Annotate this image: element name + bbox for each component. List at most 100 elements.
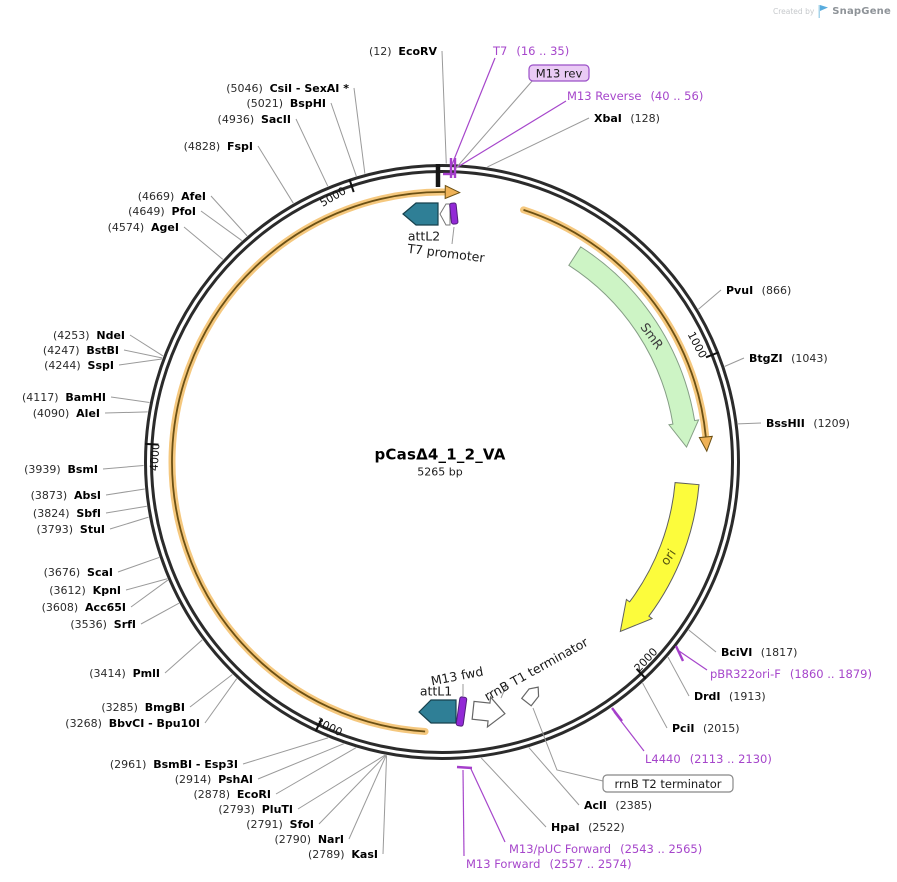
enzyme-label-agei[interactable]: (4574) AgeI — [108, 221, 179, 234]
enzyme-label-fspi[interactable]: (4828) FspI — [184, 140, 253, 153]
rrnb-t2-terminator-arrow[interactable] — [520, 683, 543, 707]
boxed-label-rrnb-t2-terminator[interactable]: rrnB T2 terminator — [615, 777, 722, 791]
enzyme-label-acli[interactable]: AclI (2385) — [584, 799, 652, 812]
enzyme-label-bsshii[interactable]: BssHII (1209) — [766, 417, 850, 430]
primer-label-m13-reverse[interactable]: M13 Reverse (40 .. 56) — [567, 89, 703, 103]
enzyme-label-absi[interactable]: (3873) AbsI — [31, 489, 101, 502]
feature-label-attl1[interactable]: attL1 — [420, 684, 452, 699]
enzyme-label-afei[interactable]: (4669) AfeI — [138, 190, 206, 203]
feature-label-t7-promoter[interactable]: T7 promoter — [406, 241, 487, 266]
leader-ecorv — [441, 50, 447, 164]
enzyme-label-sbfi[interactable]: (3824) SbfI — [33, 507, 101, 520]
enzyme-label-bsmi[interactable]: (3939) BsmI — [24, 463, 98, 476]
enzyme-label-bcivi[interactable]: BciVI (1817) — [721, 646, 797, 659]
enzyme-label-ecorv[interactable]: (12) EcoRV — [369, 45, 437, 58]
rrnb-t1-terminator-arrow[interactable] — [471, 695, 507, 729]
leader-bbvci-bpu10i — [204, 678, 238, 724]
feature-label-attl2[interactable]: attL2 — [408, 229, 440, 244]
t7-promoter-arrow[interactable] — [439, 203, 451, 226]
leader-kasi — [382, 755, 388, 855]
primer-tick-l4440 — [611, 707, 623, 722]
enzyme-label-stui[interactable]: (3793) StuI — [36, 523, 105, 536]
leader-bcivi — [688, 629, 717, 653]
enzyme-label-nari[interactable]: (2790) NarI — [274, 833, 344, 846]
enzyme-label-bstbi[interactable]: (4247) BstBI — [43, 344, 119, 357]
enzyme-label-btgzi[interactable]: BtgZI (1043) — [749, 352, 828, 365]
enzyme-label-csii-sexai[interactable]: (5046) CsiI - SexAI * — [226, 82, 349, 95]
enzyme-label-sfoi[interactable]: (2791) SfoI — [246, 818, 314, 831]
enzyme-label-drdi[interactable]: DrdI (1913) — [694, 690, 766, 703]
leader-scai — [117, 556, 160, 573]
enzyme-label-bamhi[interactable]: (4117) BamHI — [22, 391, 106, 404]
leader-bsshii — [738, 422, 762, 425]
primer-label-l4440[interactable]: L4440 (2113 .. 2130) — [645, 752, 772, 766]
enzyme-label-alei[interactable]: (4090) AleI — [33, 407, 100, 420]
feature-ori[interactable] — [619, 482, 700, 633]
attL1-arrow[interactable] — [418, 699, 457, 724]
backbone-arc-right-core — [523, 208, 707, 438]
scale-label-4000: 4000 — [148, 443, 163, 472]
scale-tick-2000 — [635, 668, 647, 680]
leader-rrnb-t1 — [500, 683, 508, 699]
leader-drdi — [667, 656, 690, 697]
leader-pmli — [164, 639, 203, 674]
leader-xbai — [487, 117, 590, 168]
enzyme-label-srfi[interactable]: (3536) SrfI — [70, 618, 136, 631]
leader-sfoi — [318, 754, 387, 825]
enzyme-label-ndei[interactable]: (4253) NdeI — [53, 329, 125, 342]
enzyme-label-scai[interactable]: (3676) ScaI — [44, 566, 113, 579]
t7-promoter-marker[interactable] — [449, 202, 459, 225]
leader-m13-forward — [462, 769, 465, 857]
enzyme-label-kasi[interactable]: (2789) KasI — [308, 848, 378, 861]
watermark-created-by: Created by — [773, 7, 815, 16]
enzyme-label-hpai[interactable]: HpaI (2522) — [551, 821, 625, 834]
enzyme-label-acc65i[interactable]: (3608) Acc65I — [42, 601, 126, 614]
attL2-arrow[interactable] — [402, 202, 439, 226]
leader-btgzi — [724, 357, 745, 367]
leader-t7-promoter — [451, 226, 455, 245]
enzyme-label-pvui[interactable]: PvuI (866) — [726, 284, 791, 297]
primer-tick-m13-forward — [456, 765, 473, 770]
enzyme-label-pfoi[interactable]: (4649) PfoI — [128, 205, 196, 218]
m13-fwd-marker[interactable] — [455, 696, 468, 727]
primer-label-t7[interactable]: T7 (16 .. 35) — [492, 44, 569, 58]
primer-tick-pbr322ori-f — [674, 645, 685, 662]
enzyme-label-pcii[interactable]: PciI (2015) — [672, 722, 740, 735]
leader-bsmbi-esp3i — [242, 737, 329, 765]
boxed-label-rrnb-t2-terminator-box[interactable] — [602, 774, 734, 793]
boxed-label-m13-rev-box[interactable] — [528, 64, 590, 82]
enzyme-label-bsmbi-esp3i[interactable]: (2961) BsmBI - Esp3I — [110, 758, 238, 771]
leader-ecori — [275, 747, 357, 795]
watermark: Created by SnapGene — [773, 4, 891, 19]
leader-bstbi — [123, 349, 163, 359]
backbone-arc-right-arrowhead — [698, 435, 714, 453]
enzyme-label-pmli[interactable]: (3414) PmlI — [89, 667, 160, 680]
primer-label-pbr322ori-f[interactable]: pBR322ori-F (1860 .. 1879) — [710, 667, 872, 681]
leader-pfoi — [200, 210, 243, 241]
leader-bamhi — [110, 396, 150, 403]
leader-bmgbi — [189, 674, 233, 708]
enzyme-label-xbai[interactable]: XbaI (128) — [594, 112, 660, 125]
leader-nari — [348, 755, 387, 840]
enzyme-label-sacii[interactable]: (4936) SacII — [218, 113, 291, 126]
enzyme-label-pshai[interactable]: (2914) PshAI — [175, 773, 253, 786]
leader-acc65i — [130, 579, 169, 608]
leader-alei — [104, 411, 148, 414]
enzyme-label-kpni[interactable]: (3612) KpnI — [49, 584, 121, 597]
leader-pcii — [642, 682, 668, 729]
primer-label-m13-forward[interactable]: M13 Forward (2557 .. 2574) — [466, 857, 632, 871]
boxed-label-m13-rev[interactable]: M13 rev — [536, 67, 583, 81]
enzyme-label-sspi[interactable]: (4244) SspI — [44, 359, 114, 372]
primer-label-m13-puc-forward[interactable]: M13/pUC Forward (2543 .. 2565) — [509, 842, 702, 856]
feature-smr[interactable] — [568, 246, 700, 448]
leader-afei — [210, 195, 248, 237]
leader-pbr322ori-f — [678, 650, 708, 671]
leader-sspi — [118, 358, 162, 366]
enzyme-label-bbvci-bpu10i[interactable]: (3268) BbvCI - Bpu10I — [65, 717, 200, 730]
enzyme-label-pluti[interactable]: (2793) PluTI — [218, 803, 293, 816]
enzyme-label-bmgbi[interactable]: (3285) BmgBI — [101, 701, 185, 714]
enzyme-label-bsphi[interactable]: (5021) BspHI — [246, 97, 326, 110]
enzyme-label-ecori[interactable]: (2878) EcoRI — [193, 788, 271, 801]
